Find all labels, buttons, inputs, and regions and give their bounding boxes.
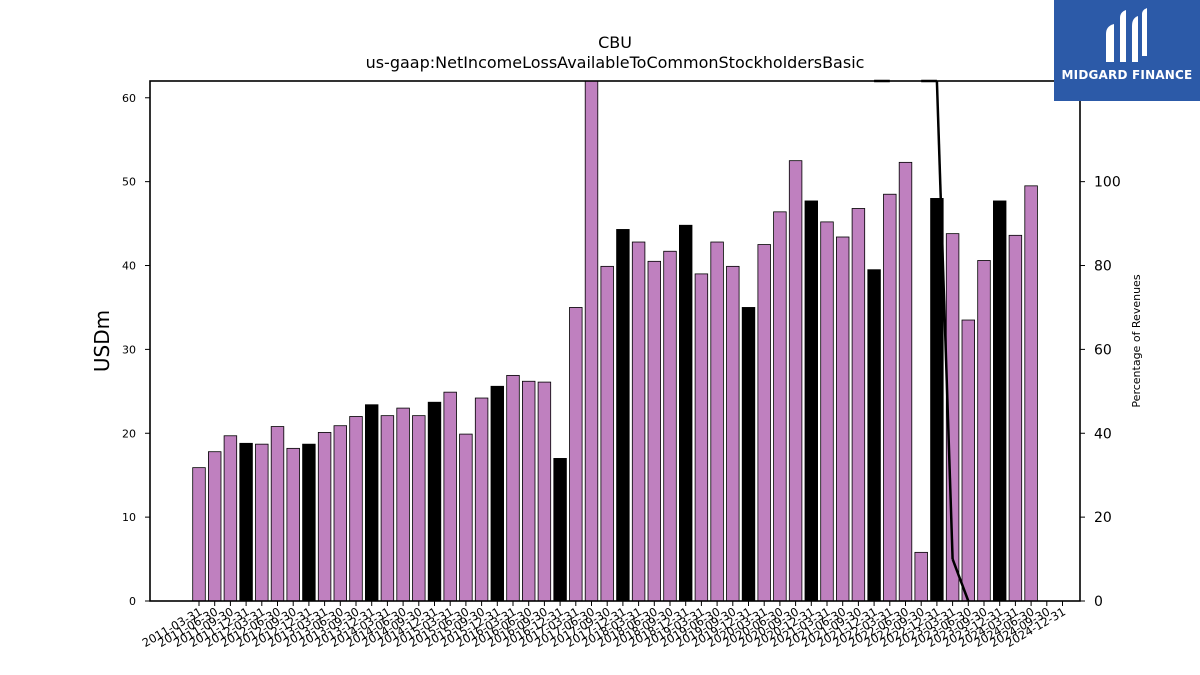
- bar: [1024, 185, 1038, 602]
- bar: [255, 443, 269, 602]
- y2-tick-label: 60: [1094, 342, 1112, 358]
- bar: [584, 80, 599, 602]
- bar: [380, 415, 395, 602]
- bar: [553, 458, 567, 602]
- brand-name: MIDGARD FINANCE: [1061, 68, 1193, 82]
- bars-layer: [192, 80, 1038, 602]
- bar: [459, 433, 473, 602]
- bar: [270, 426, 285, 602]
- bar: [836, 236, 850, 602]
- bar: [867, 269, 881, 602]
- bar: [1008, 234, 1023, 602]
- y-tick-label: 60: [122, 92, 136, 105]
- bar: [490, 385, 505, 602]
- bar: [631, 241, 646, 602]
- y-axis-label: USDm: [90, 310, 114, 372]
- bar: [474, 397, 489, 602]
- bar: [396, 407, 410, 602]
- bar: [757, 244, 771, 602]
- y2-tick-label: 100: [1094, 175, 1121, 191]
- bar: [663, 250, 677, 602]
- y2-tick-label: 20: [1094, 510, 1112, 526]
- bar: [302, 443, 316, 602]
- bar: [977, 260, 991, 602]
- bar: [710, 241, 724, 602]
- bar: [961, 319, 976, 602]
- chart-title: CBU: [598, 33, 632, 52]
- bar: [741, 307, 756, 602]
- bar: [930, 198, 944, 602]
- bar: [804, 200, 819, 602]
- bar: [364, 404, 379, 602]
- axes-layer: 01020304050600204060801002011-03-312011-…: [122, 80, 1121, 650]
- bar: [993, 200, 1007, 602]
- y2-tick-label: 40: [1094, 426, 1112, 442]
- bar: [207, 451, 222, 602]
- midgard-logo-icon: [1106, 8, 1147, 62]
- bar: [239, 442, 253, 602]
- y-tick-label: 20: [122, 427, 136, 440]
- percent-line-segment: [951, 558, 970, 602]
- bar: [569, 307, 583, 602]
- bar: [883, 193, 897, 602]
- bar: [537, 381, 552, 602]
- bar: [820, 221, 834, 602]
- bar: [788, 160, 803, 602]
- bar: [600, 265, 614, 602]
- y2-axis-label: Percentage of Revenues: [1130, 274, 1143, 407]
- y-tick-label: 0: [129, 595, 136, 608]
- y-tick-label: 50: [122, 176, 136, 189]
- y-tick-label: 40: [122, 260, 136, 273]
- bar: [427, 401, 442, 602]
- bar: [522, 380, 536, 602]
- bar: [192, 467, 206, 602]
- percent-line-segment: [935, 80, 954, 560]
- bar: [851, 208, 866, 602]
- chart-subtitle: us-gaap:NetIncomeLossAvailableToCommonSt…: [366, 53, 865, 72]
- bar: [443, 391, 457, 602]
- bar: [223, 435, 238, 602]
- brand-logo: MIDGARD FINANCE: [1054, 0, 1200, 101]
- y-tick-label: 10: [122, 511, 136, 524]
- y2-tick-label: 80: [1094, 259, 1112, 275]
- bar: [914, 551, 928, 602]
- bar: [898, 161, 913, 602]
- y-tick-label: 30: [122, 343, 136, 356]
- bar: [647, 260, 662, 602]
- bar: [412, 415, 426, 602]
- y2-tick-label: 0: [1094, 594, 1103, 610]
- bar: [317, 432, 332, 602]
- bar: [286, 447, 300, 602]
- bar: [679, 224, 693, 602]
- bar: [694, 273, 709, 602]
- plot-frame: [149, 80, 1081, 602]
- bar: [726, 265, 740, 602]
- bar: [349, 416, 363, 602]
- bar: [773, 211, 787, 602]
- bar: [506, 374, 520, 602]
- bar: [616, 229, 630, 602]
- bar: [333, 425, 348, 602]
